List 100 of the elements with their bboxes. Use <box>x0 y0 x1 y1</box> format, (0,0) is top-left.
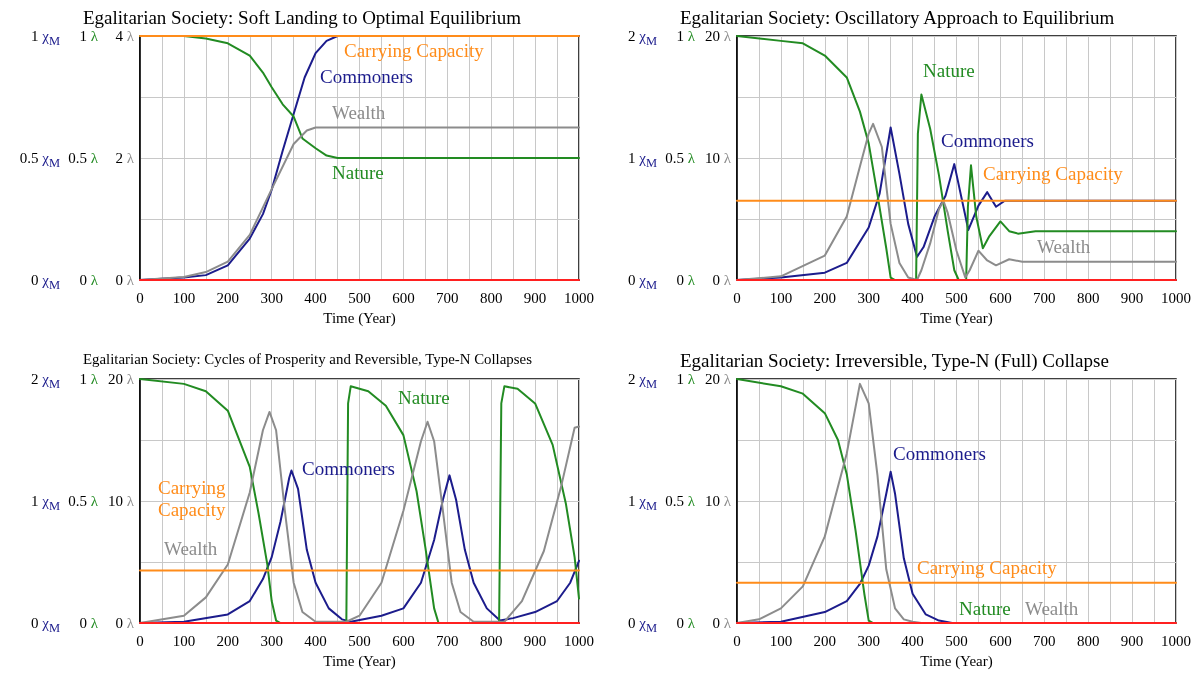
x-tick-label: 1000 <box>564 289 594 306</box>
series-label: Carrying Capacity <box>983 163 1124 185</box>
y-tick-label: 0.5 χ$_{M}$ <box>19 149 60 170</box>
y-tick-label: 2 χ$_{M}$ <box>627 369 657 391</box>
y3-tick-label: 10 λ <box>107 491 134 511</box>
y2-tick-label: 1 λ <box>79 28 98 46</box>
x-tick-label: 900 <box>1120 632 1144 648</box>
x-tick-label: 600 <box>989 632 1012 648</box>
x-tick-label: 700 <box>1033 632 1056 648</box>
x-tick-label: 400 <box>304 289 327 306</box>
x-tick-label: 1000 <box>1161 289 1191 306</box>
series-label: Nature <box>332 162 384 184</box>
x-tick-label: 700 <box>436 632 459 648</box>
x-tick-label: 0 <box>733 632 741 648</box>
x-tick-label: 300 <box>260 289 283 306</box>
y-tick-label: 2 χ$_{M}$ <box>627 27 657 48</box>
x-tick-label: 600 <box>392 289 415 306</box>
x-tick-label: 800 <box>1076 632 1100 648</box>
y-tick-label: 1 χ$_{M}$ <box>30 491 60 513</box>
y3-tick-label: 20 λ <box>704 370 731 389</box>
series-label: Carrying Capacity <box>917 556 1058 578</box>
y2-tick-label: 0.5 λ <box>68 491 98 511</box>
x-tick-label: 100 <box>769 289 793 306</box>
x-tick-label: 1000 <box>564 632 594 648</box>
y3-tick-label: 4 λ <box>115 28 134 46</box>
x-tick-label: 800 <box>479 289 503 306</box>
x-tick-label: 0 <box>136 632 144 648</box>
x-tick-label: 100 <box>172 289 196 306</box>
y-tick-label: 0 χ$_{M}$ <box>30 271 60 292</box>
x-tick-label: 800 <box>1076 289 1100 306</box>
chart-title: Egalitarian Society: Soft Landing to Optimal Equilibrium <box>83 7 522 28</box>
x-tick-label: 100 <box>172 632 196 648</box>
x-tick-label: 500 <box>945 289 968 306</box>
y3-tick-label: 10 λ <box>704 149 731 168</box>
series-label: Wealth <box>1025 597 1079 619</box>
y3-tick-label: 10 λ <box>704 491 731 511</box>
x-tick-label: 600 <box>392 632 415 648</box>
y3-tick-label: 0 λ <box>115 613 134 633</box>
y-tick-label: 1 χ$_{M}$ <box>30 27 60 48</box>
x-tick-label: 1000 <box>1161 632 1191 648</box>
x-tick-label: 400 <box>304 632 327 648</box>
line-series <box>736 35 1177 281</box>
x-tick-label: 200 <box>216 289 240 306</box>
x-axis-title: Time (Year) <box>323 309 396 327</box>
y3-tick-label: 20 λ <box>704 28 731 46</box>
y2-tick-label: 0 λ <box>676 613 695 633</box>
y2-tick-label: 0.5 λ <box>665 491 695 511</box>
y-tick-label: 2 χ$_{M}$ <box>30 369 60 391</box>
x-tick-label: 0 <box>136 289 144 306</box>
y2-tick-label: 0.5 λ <box>68 149 98 168</box>
x-tick-label: 300 <box>857 289 880 306</box>
x-tick-label: 500 <box>945 632 968 648</box>
x-tick-label: 0 <box>733 289 741 306</box>
y-tick-label: 0 χ$_{M}$ <box>627 613 657 635</box>
series-label: Wealth <box>332 102 386 124</box>
chart-title: Egalitarian Society: Oscillatory Approach to Equilibrium <box>680 7 1115 28</box>
x-tick-label: 400 <box>901 289 924 306</box>
series-label: Wealth <box>1037 236 1091 258</box>
x-tick-label: 500 <box>348 289 371 306</box>
series-label: Nature <box>923 60 975 82</box>
x-tick-label: 200 <box>813 289 837 306</box>
x-tick-label: 300 <box>260 632 283 648</box>
y2-tick-label: 1 λ <box>676 28 695 46</box>
series-label: Commoners <box>320 65 413 87</box>
y2-tick-label: 0 λ <box>79 613 98 633</box>
y2-tick-label: 1 λ <box>676 370 695 389</box>
y-tick-label: 0 χ$_{M}$ <box>627 271 657 292</box>
text: Carrying Capacity <box>158 476 227 520</box>
series-label: Nature <box>959 597 1011 619</box>
y3-tick-label: 2 λ <box>115 149 134 168</box>
chart-title: Egalitarian Society: Irreversible, Type-N (Full) Collapse <box>680 349 1109 372</box>
x-tick-label: 800 <box>479 632 503 648</box>
y-tick-label: 1 χ$_{M}$ <box>627 149 657 170</box>
x-tick-label: 700 <box>1033 289 1056 306</box>
x-tick-label: 200 <box>216 632 240 648</box>
x-axis-title: Time (Year) <box>323 652 396 669</box>
x-tick-label: 100 <box>769 632 793 648</box>
y3-tick-label: 0 λ <box>712 613 731 633</box>
y-tick-label: 0 χ$_{M}$ <box>30 613 60 635</box>
y2-tick-label: 1 λ <box>79 369 98 389</box>
y-tick-label: 1 χ$_{M}$ <box>627 491 657 513</box>
x-tick-label: 900 <box>523 632 547 648</box>
x-tick-label: 500 <box>348 632 371 648</box>
x-tick-label: 400 <box>901 632 924 648</box>
series-label: Wealth <box>164 537 218 559</box>
x-axis-title: Time (Year) <box>920 652 993 669</box>
x-tick-label: 200 <box>813 632 837 648</box>
x-tick-label: 900 <box>523 289 547 306</box>
chart-title: Egalitarian Society: Cycles of Prosperity and Reversible, Type-N Collapses <box>83 350 533 366</box>
series-label: Nature <box>398 386 450 408</box>
x-tick-label: 700 <box>436 289 459 306</box>
x-tick-label: 600 <box>989 289 1012 306</box>
y3-tick-label: 20 λ <box>107 369 134 389</box>
x-tick-label: 300 <box>857 632 880 648</box>
y2-tick-label: 0.5 λ <box>665 149 695 168</box>
y2-tick-label: 0 λ <box>79 271 98 290</box>
y3-tick-label: 0 λ <box>115 271 134 290</box>
series-label: Commoners <box>941 129 1034 151</box>
y3-tick-label: 0 λ <box>712 271 731 290</box>
y2-tick-label: 0 λ <box>676 271 695 290</box>
